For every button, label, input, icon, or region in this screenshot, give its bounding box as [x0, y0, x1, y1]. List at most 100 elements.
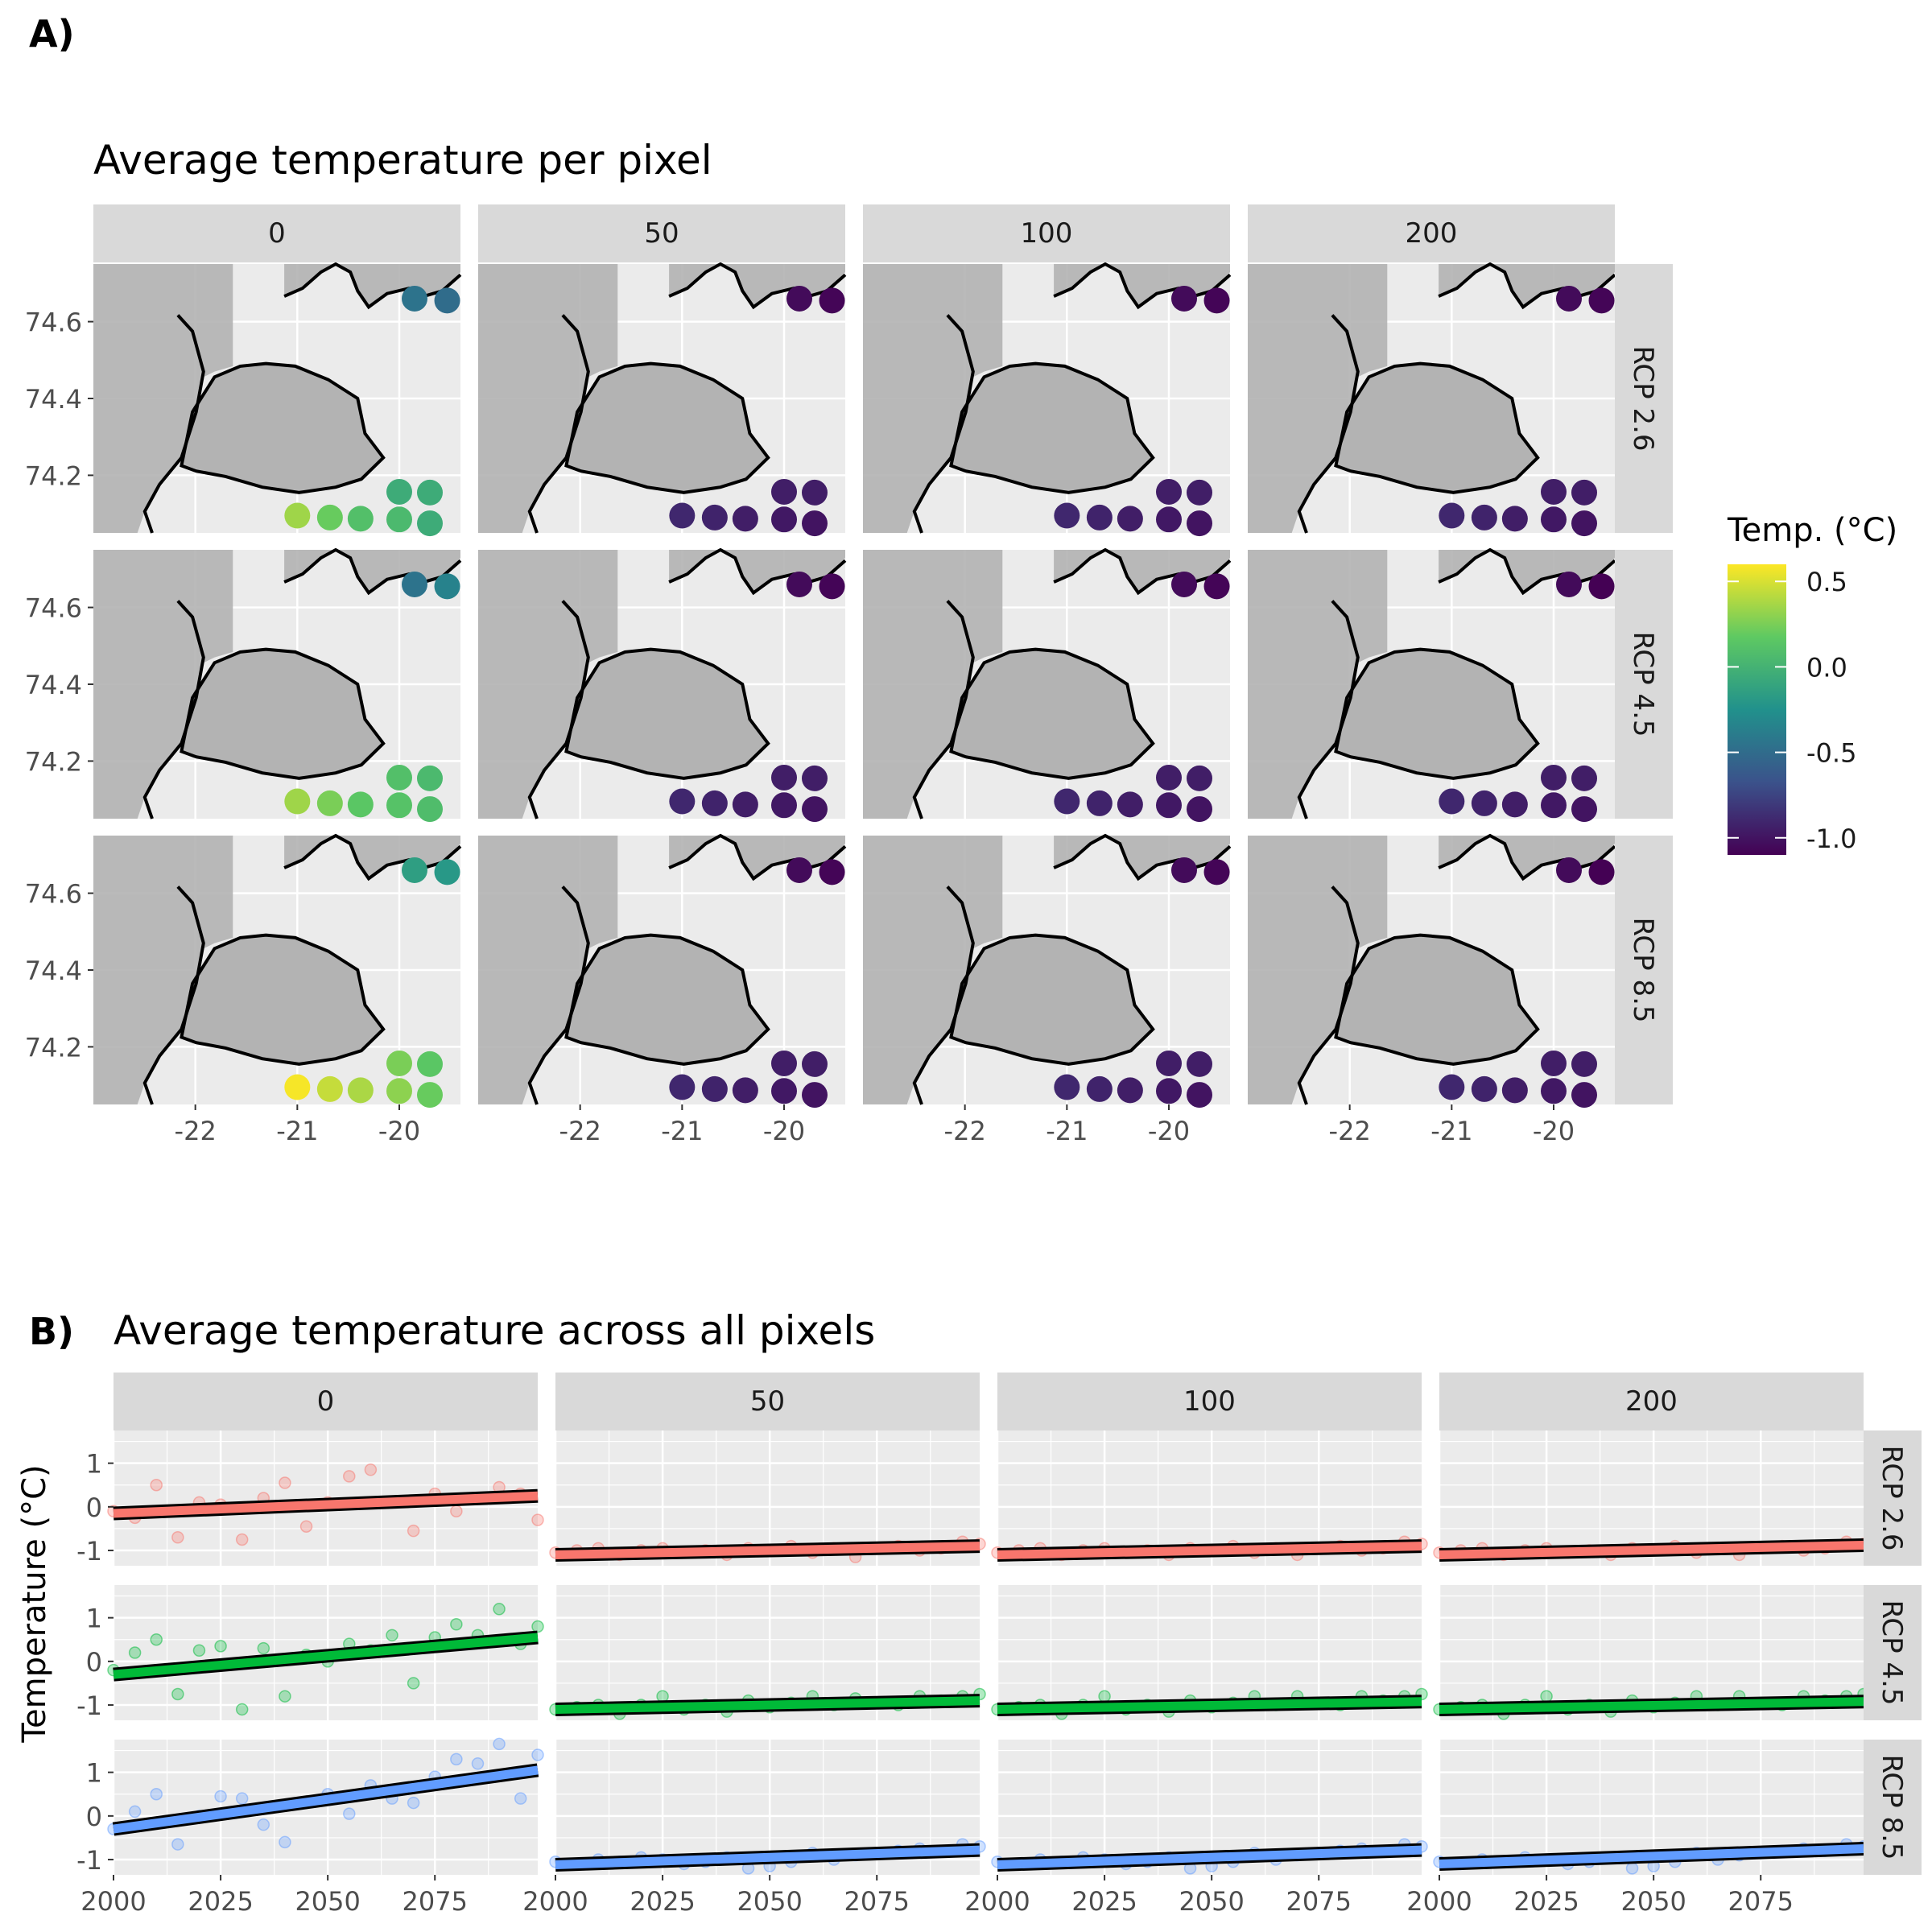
ts-panel-200-RCP26: 200 RCP 2.6	[1433, 1373, 1922, 1566]
map-land	[478, 836, 845, 1104]
ts-data-point	[192, 1644, 206, 1657]
ts-y-tick-label: 1	[86, 1449, 102, 1480]
map-panel-0-RCP85: 74.6 74.4 74.2 -22 -21 -20	[25, 833, 462, 1146]
ts-data-point	[279, 1476, 291, 1489]
ts-data-point	[493, 1603, 506, 1616]
map-coastline	[1297, 314, 1360, 534]
temperature-legend: Temp. (°C) 0.5 0.0 -0.5 -1.0	[1727, 512, 1897, 855]
ts-y-tick-label: -1	[76, 1845, 102, 1876]
map-land	[478, 550, 845, 819]
map-coastline	[1297, 886, 1360, 1105]
map-temperature-point	[1471, 504, 1497, 530]
ts-y-tick-label: 1	[86, 1758, 102, 1789]
map-temperature-point	[1086, 504, 1113, 530]
ts-data-point	[450, 1752, 463, 1766]
ts-row-strip-label: RCP 8.5	[1876, 1754, 1908, 1860]
map-temperature-point	[1187, 765, 1212, 791]
map-temperature-point	[1086, 1075, 1113, 1102]
ts-data-point	[514, 1792, 527, 1805]
ts-data-point	[450, 1505, 463, 1518]
map-temperature-point	[386, 506, 412, 533]
map-temperature-point	[1439, 1074, 1465, 1100]
ts-data-point	[531, 1513, 544, 1526]
ts-x-tick-label: 2050	[1620, 1886, 1686, 1917]
map-temperature-point	[434, 287, 460, 314]
map-temperature-point	[771, 792, 797, 819]
ts-data-point	[531, 1620, 544, 1633]
ts-data-point	[364, 1463, 378, 1476]
map-col-strip	[863, 204, 1230, 262]
ts-x-tick-label: 2000	[522, 1886, 588, 1917]
ts-col-strip	[1439, 1373, 1864, 1430]
map-temperature-point	[1556, 571, 1582, 597]
map-land	[478, 264, 845, 533]
legend-colorbar	[1728, 564, 1786, 855]
map-y-tick-label: 74.6	[25, 593, 82, 624]
ts-data-point	[150, 1478, 163, 1492]
map-temperature-point	[771, 1078, 797, 1104]
map-temperature-point	[1439, 502, 1465, 529]
map-y-tick-label: 74.4	[25, 384, 82, 415]
map-temperature-point	[802, 479, 828, 506]
ts-data-point	[150, 1633, 163, 1646]
map-temperature-point	[1156, 792, 1182, 819]
map-temperature-point	[1171, 571, 1197, 597]
map-island	[1334, 361, 1540, 494]
map-panel-200-RCP45: RCP 4.5	[1248, 547, 1673, 823]
ts-data-point	[343, 1807, 356, 1820]
ts-y-tick-label: -1	[76, 1690, 102, 1721]
panel-a-label: A)	[29, 12, 75, 56]
map-island	[180, 361, 386, 494]
map-x-tick-label: -21	[276, 1116, 318, 1146]
ts-x-tick-label: 2050	[295, 1886, 360, 1917]
ts-x-tick-label: 2075	[1728, 1886, 1794, 1917]
map-temperature-point	[802, 796, 828, 823]
ts-data-point	[279, 1690, 291, 1703]
map-temperature-point	[284, 1074, 311, 1100]
ts-trend-line	[555, 1845, 980, 1870]
ts-y-tick-label: 0	[86, 1492, 102, 1523]
legend-tick-label: -1.0	[1806, 824, 1856, 854]
ts-data-point	[257, 1818, 270, 1831]
map-coastline	[527, 314, 590, 534]
ts-trend-line	[1439, 1697, 1864, 1714]
map-col-strip-label: 100	[1021, 217, 1073, 250]
ts-data-point	[1625, 1862, 1639, 1875]
map-temperature-point	[1156, 506, 1182, 533]
ts-trend-line	[555, 1542, 980, 1559]
map-temperature-point	[1501, 506, 1528, 532]
map-temperature-point	[669, 1074, 696, 1100]
map-temperature-point	[316, 504, 343, 530]
ts-panel-50-RCP45	[549, 1585, 986, 1720]
map-temperature-point	[1187, 510, 1212, 537]
panel-b-title: Average temperature across all pixels	[114, 1307, 875, 1354]
map-temperature-point	[1171, 285, 1197, 312]
ts-panel-200-RCP85: RCP 8.5 2000 2025 2050 2075	[1406, 1740, 1922, 1917]
ts-x-tick-label: 2025	[188, 1886, 253, 1917]
ts-data-point	[150, 1787, 163, 1801]
ts-col-strip-label: 100	[1183, 1385, 1236, 1418]
map-coastline	[527, 886, 590, 1105]
map-row-strip-label: RCP 4.5	[1627, 631, 1659, 737]
ts-x-tick-label: 2075	[1286, 1886, 1352, 1917]
map-temperature-point	[1588, 859, 1615, 886]
ts-data-point	[407, 1524, 420, 1538]
ts-data-point	[343, 1470, 356, 1483]
map-temperature-point	[819, 573, 845, 600]
map-temperature-point	[771, 1050, 797, 1076]
legend-tick-label: 0.5	[1806, 567, 1847, 597]
map-panel-200-RCP85: RCP 8.5 -22 -21 -20	[1248, 833, 1673, 1146]
map-temperature-point	[819, 859, 845, 886]
map-row-strip	[1615, 264, 1673, 533]
legend-tick-label: -0.5	[1806, 738, 1856, 769]
map-temperature-point	[1571, 796, 1597, 823]
map-temperature-point	[786, 571, 812, 597]
map-coastline	[142, 886, 205, 1105]
ts-trend-line	[997, 1542, 1422, 1559]
map-x-tick-label: -22	[175, 1116, 217, 1146]
ts-col-strip	[997, 1373, 1422, 1430]
map-row-strip	[1615, 836, 1673, 1104]
map-land	[93, 264, 460, 533]
panel-b-label: B)	[29, 1310, 74, 1353]
map-island	[949, 361, 1155, 494]
